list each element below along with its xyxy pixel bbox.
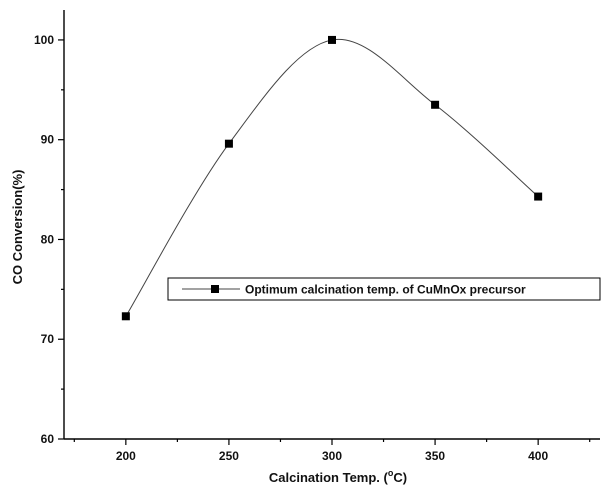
y-ticks: 60 70 80 90 100 — [34, 33, 64, 446]
x-axis-title-main: Calcination Temp. ( — [269, 470, 389, 485]
data-point-marker — [534, 192, 543, 201]
y-tick-label: 80 — [41, 232, 55, 246]
series-line — [125, 38, 539, 317]
x-tick-label: 300 — [322, 449, 342, 463]
data-point-marker — [328, 35, 336, 44]
x-tick-label: 200 — [116, 449, 136, 463]
x-tick-label: 250 — [219, 449, 239, 463]
axes — [63, 10, 600, 440]
data-point-marker — [224, 139, 233, 148]
y-tick-label: 100 — [34, 33, 54, 47]
legend-box — [167, 277, 601, 301]
x-axis-title: Calcination Temp. (oC) — [269, 468, 407, 485]
legend-label: Optimum calcination temp. of CuMnOx prec… — [245, 283, 526, 297]
series-markers — [121, 35, 543, 321]
data-point-marker — [121, 312, 130, 321]
y-axis-title: CO Conversion(%) — [10, 170, 25, 285]
y-tick-label: 90 — [41, 133, 55, 147]
x-tick-label: 400 — [528, 449, 548, 463]
x-axis-title-superscript: o — [388, 468, 394, 478]
x-tick-label: 350 — [425, 449, 445, 463]
x-ticks: 200 250 300 350 400 — [73, 439, 591, 463]
x-axis-title-end: C) — [393, 470, 407, 485]
legend-marker — [211, 285, 219, 293]
y-tick-label: 70 — [41, 332, 55, 346]
data-point-marker — [431, 100, 440, 109]
y-tick-label: 60 — [41, 432, 55, 446]
legend: Optimum calcination temp. of CuMnOx prec… — [167, 277, 601, 301]
